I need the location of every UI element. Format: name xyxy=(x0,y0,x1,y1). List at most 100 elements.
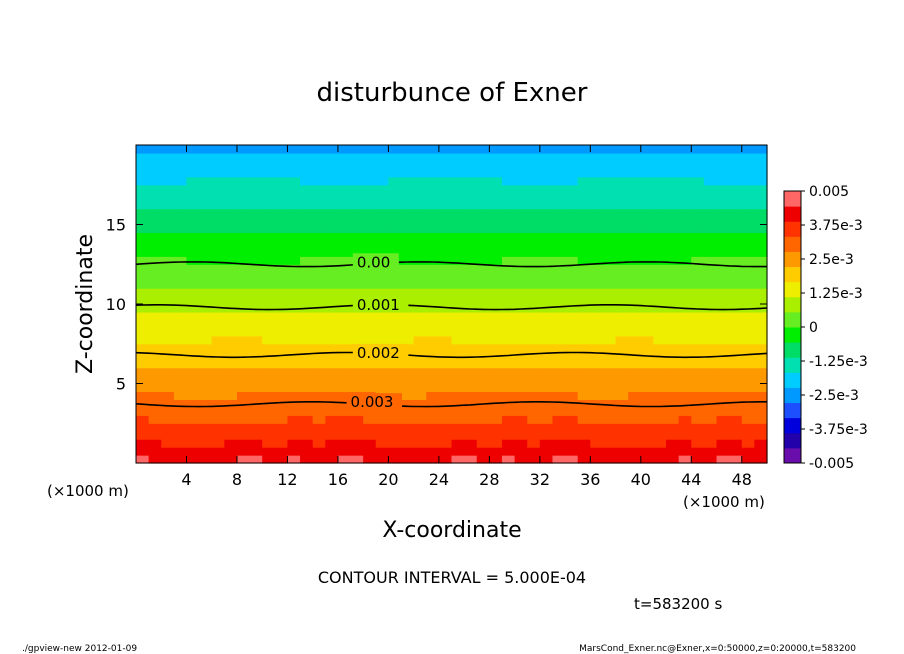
heat-cell xyxy=(703,176,718,186)
heat-cell xyxy=(628,311,642,321)
heat-cell xyxy=(337,447,352,456)
heat-cell xyxy=(236,351,251,361)
heat-cell xyxy=(199,383,213,393)
heat-cell xyxy=(691,296,705,305)
heat-cell xyxy=(211,391,225,400)
heat-cell xyxy=(388,455,402,464)
heat-cell xyxy=(476,439,490,448)
heat-cell xyxy=(691,224,705,234)
heat-cell xyxy=(401,216,415,226)
heat-cell xyxy=(691,383,705,393)
heat-cell xyxy=(236,216,251,226)
heat-cell xyxy=(577,319,591,329)
heat-cell xyxy=(602,383,617,393)
heat-cell xyxy=(312,439,326,448)
heat-cell xyxy=(539,296,554,305)
heat-cell xyxy=(173,232,188,241)
heat-cell xyxy=(173,423,188,432)
heat-cell xyxy=(539,224,554,234)
heat-cell xyxy=(565,447,579,456)
heat-cell xyxy=(148,200,162,210)
heat-cell xyxy=(186,439,200,448)
heat-cell xyxy=(464,296,478,305)
heat-cell xyxy=(691,280,705,289)
heat-cell xyxy=(501,375,516,385)
heat-cell xyxy=(312,455,326,464)
heat-cell xyxy=(691,288,705,297)
heat-cell xyxy=(716,343,730,353)
heat-cell xyxy=(426,224,440,234)
heat-cell xyxy=(438,288,453,297)
heat-cell xyxy=(211,200,225,210)
heat-cell xyxy=(337,184,352,194)
contour-label-bg xyxy=(346,393,403,410)
heat-cell xyxy=(211,160,225,170)
heat-cell xyxy=(161,296,175,305)
heat-cell xyxy=(640,383,655,393)
heat-cell xyxy=(438,184,453,194)
x-tick-label: 32 xyxy=(530,470,550,489)
heat-cell xyxy=(628,192,642,202)
heat-cell xyxy=(438,248,453,257)
heat-cell xyxy=(565,272,579,281)
heat-cell xyxy=(628,296,642,305)
heat-cell xyxy=(249,391,263,400)
heat-cell xyxy=(602,351,617,361)
heat-cell xyxy=(741,447,755,456)
heat-cell xyxy=(640,192,655,202)
heat-cell xyxy=(438,200,453,210)
heat-cell xyxy=(199,272,213,281)
heat-cell xyxy=(186,160,200,170)
colorbar-swatch xyxy=(784,191,801,207)
heat-cell xyxy=(161,200,175,210)
heat-cell xyxy=(666,415,680,424)
heat-cell xyxy=(300,145,314,154)
heat-cell xyxy=(514,248,528,257)
heat-cell xyxy=(691,184,705,194)
heat-cell xyxy=(173,240,188,249)
heat-cell xyxy=(161,359,175,369)
heat-cell xyxy=(161,351,175,361)
heat-cell xyxy=(161,280,175,289)
heat-cell xyxy=(287,145,301,154)
heat-cell xyxy=(678,327,692,337)
heat-cell xyxy=(236,407,251,416)
heat-cell xyxy=(186,224,200,234)
heat-cell xyxy=(451,296,465,305)
heat-cell xyxy=(211,184,225,194)
heat-cell xyxy=(703,160,718,170)
heat-cell xyxy=(211,264,225,273)
heat-cell xyxy=(312,192,326,202)
heat-cell xyxy=(249,311,263,321)
heat-cell xyxy=(678,152,692,162)
heat-cell xyxy=(262,232,276,241)
heat-cell xyxy=(401,367,415,377)
heat-cell xyxy=(691,407,705,416)
heat-cell xyxy=(199,248,213,257)
heat-cell xyxy=(413,200,427,210)
heat-cell xyxy=(325,272,339,281)
heat-cell xyxy=(350,232,364,241)
heat-cell xyxy=(451,288,465,297)
heat-cell xyxy=(476,311,490,321)
heat-cell xyxy=(678,375,692,385)
heat-cell xyxy=(741,335,755,345)
heat-cell xyxy=(678,264,692,273)
heat-cell xyxy=(337,439,352,448)
colorbar-label: -3.75e-3 xyxy=(809,422,868,438)
heat-cell xyxy=(375,423,389,432)
heat-cell xyxy=(375,327,389,337)
heat-cell xyxy=(565,224,579,234)
heat-cell xyxy=(615,200,629,210)
heat-cell xyxy=(401,375,415,385)
heat-cell xyxy=(754,351,768,361)
heat-cell xyxy=(401,359,415,369)
heat-cell xyxy=(388,439,402,448)
heat-cell xyxy=(274,391,289,400)
heat-cell xyxy=(489,391,503,400)
heat-cell xyxy=(703,423,718,432)
heat-cell xyxy=(565,248,579,257)
heat-cell xyxy=(501,311,516,321)
heat-cell xyxy=(539,248,554,257)
heat-cell xyxy=(249,256,263,265)
